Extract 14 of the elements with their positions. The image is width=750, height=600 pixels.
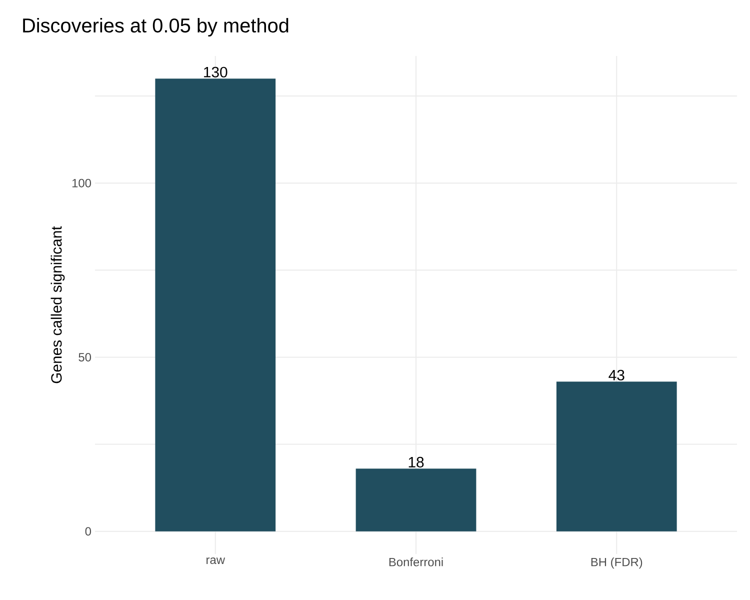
chart-title: Discoveries at 0.05 by method <box>23 18 288 37</box>
y-tick-label: 0 <box>85 527 92 536</box>
data-label: 18 <box>408 456 424 468</box>
y-tick-label: 100 <box>72 178 92 188</box>
x-tick-label: BH (FDR) <box>591 558 642 569</box>
bar <box>155 78 276 532</box>
data-label: 43 <box>608 370 624 380</box>
x-tick-label: Bonferroni <box>389 558 443 566</box>
x-tick-label: raw <box>206 558 226 564</box>
y-tick-label: 50 <box>78 352 92 362</box>
bar <box>356 468 476 532</box>
bar <box>556 382 677 532</box>
data-label: 130 <box>204 66 228 78</box>
y-axis-title: Genes called significant <box>50 226 65 384</box>
